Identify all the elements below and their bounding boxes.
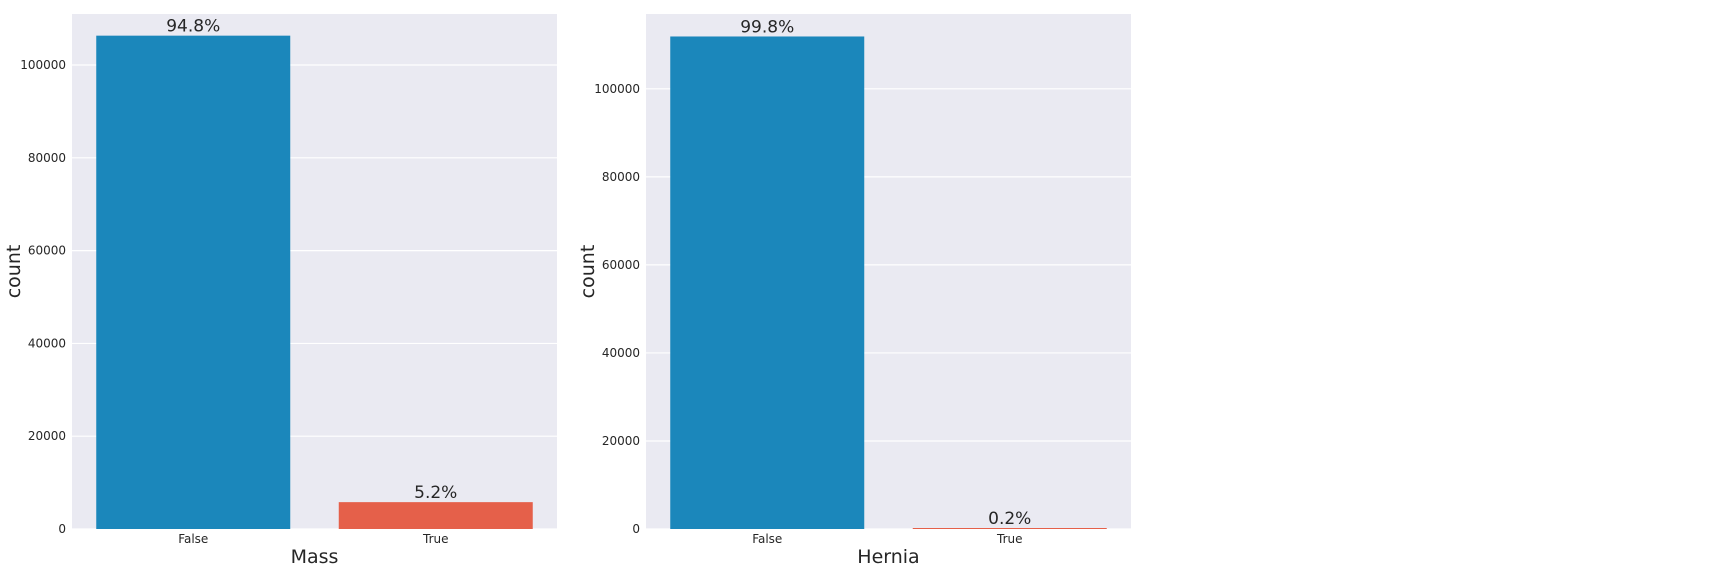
x-axis-title: Hernia bbox=[857, 546, 919, 568]
y-tick-label: 60000 bbox=[602, 258, 640, 272]
y-tick-label: 40000 bbox=[28, 336, 66, 350]
bar-value-label: 0.2% bbox=[988, 509, 1031, 529]
bar-false bbox=[670, 36, 865, 530]
chart-panel-2: 0 20000 40000 60000 80000 100000 False 99.8% Tru… bbox=[577, 14, 1131, 568]
chart-panel-1: 0 20000 40000 60000 80000 100000 False 94.8% Tru… bbox=[3, 14, 557, 568]
x-axis-title: Mass bbox=[291, 546, 339, 568]
y-tick-label: 60000 bbox=[28, 244, 66, 258]
y-tick-label: 80000 bbox=[602, 170, 640, 184]
y-tick-label: 80000 bbox=[28, 151, 66, 165]
y-axis-title: count bbox=[577, 245, 599, 299]
y-tick-label: 20000 bbox=[602, 434, 640, 448]
x-tick-label: True bbox=[996, 532, 1023, 546]
y-tick-label: 100000 bbox=[20, 58, 66, 72]
x-tick-label: False bbox=[178, 532, 208, 546]
bar-value-label: 94.8% bbox=[166, 17, 220, 37]
x-tick-label: False bbox=[752, 532, 782, 546]
bar-value-label: 5.2% bbox=[414, 483, 457, 503]
x-tick-label: True bbox=[422, 532, 449, 546]
y-tick-label: 40000 bbox=[602, 346, 640, 360]
y-axis-title: count bbox=[3, 245, 25, 299]
y-tick-label: 0 bbox=[58, 522, 66, 536]
bar-value-label: 99.8% bbox=[740, 17, 794, 37]
bar-false bbox=[96, 35, 291, 529]
y-tick-label: 0 bbox=[632, 522, 640, 536]
bar-true bbox=[912, 528, 1107, 529]
y-tick-label: 100000 bbox=[594, 82, 640, 96]
bar-true bbox=[338, 502, 533, 529]
y-tick-label: 20000 bbox=[28, 429, 66, 443]
